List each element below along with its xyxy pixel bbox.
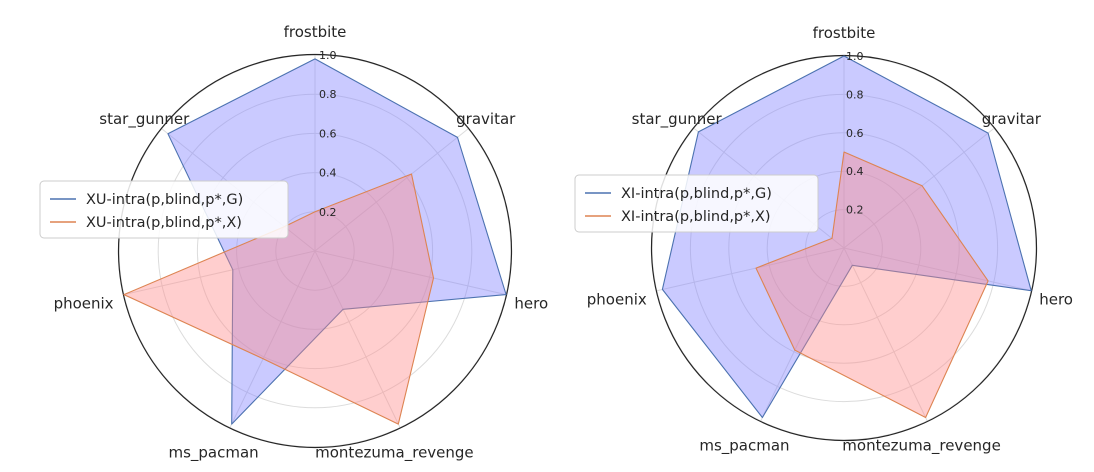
grid-spoke	[843, 247, 1032, 292]
series-area-xu-intra-p-blind-p-g	[167, 58, 507, 425]
axis-label-star-gunner: star_gunner	[632, 110, 723, 129]
radar-chart-right: 0.2 0.4 0.6 0.8 1.0 frostbite gravitar hero mont…	[574, 24, 1073, 455]
axis-label-ms-pacman: ms_pacman	[168, 443, 258, 462]
axis-label-hero: hero	[514, 294, 548, 312]
axis-label-gravitar: gravitar	[456, 110, 516, 128]
axis-label-gravitar: gravitar	[982, 110, 1042, 128]
radial-tick-label: 0.2	[319, 206, 337, 219]
radial-tick-label: 0.8	[846, 88, 864, 101]
legend-entry-xi-intra-p-blind-p-x: XI-intra(p,blind,p*,X)	[621, 209, 771, 225]
grid-spoke	[314, 250, 401, 428]
legend-box	[39, 180, 289, 239]
grid-spoke	[843, 127, 995, 249]
radial-tick-label: 1.0	[846, 50, 864, 63]
radial-tick-label: 1.0	[319, 49, 337, 62]
axis-label-phoenix: phoenix	[587, 290, 647, 308]
radial-tick-label: 0.6	[319, 127, 337, 140]
axis-label-frostbite: frostbite	[284, 23, 347, 41]
series-area-xi-intra-p-blind-p-g	[661, 55, 1032, 419]
radial-tick-label: 0.4	[319, 167, 337, 180]
grid-spoke	[123, 250, 316, 296]
radial-tick-label: 0.8	[319, 88, 337, 101]
axis-label-star-gunner: star_gunner	[99, 110, 190, 129]
legend: XI-intra(p,blind,p*,G) XI-intra(p,blind,p…	[574, 174, 819, 233]
axis-label-hero: hero	[1039, 290, 1073, 308]
grid-spoke	[229, 250, 316, 428]
grid-spoke	[314, 128, 469, 252]
legend-entry-xu-intra-p-blind-p-x: XU-intra(p,blind,p*,X)	[86, 215, 242, 231]
grid-spoke	[760, 247, 845, 422]
radar-chart-left: 0.2 0.4 0.6 0.8 1.0 frostbite gravitar hero mont…	[39, 23, 548, 462]
grid-spoke	[656, 247, 845, 292]
legend-entry-xu-intra-p-blind-p-g: XU-intra(p,blind,p*,G)	[86, 192, 243, 208]
legend-box	[574, 174, 819, 233]
outer-frame	[117, 53, 513, 449]
axis-label-ms-pacman: ms_pacman	[699, 436, 789, 455]
axis-label-montezuma-revenge: montezuma_revenge	[315, 443, 474, 462]
series-area-xi-intra-p-blind-p-x	[755, 151, 989, 419]
grid-spoke	[314, 250, 507, 296]
radial-tick-label: 0.2	[846, 204, 864, 217]
legend: XU-intra(p,blind,p*,G) XU-intra(p,blind,p…	[39, 180, 289, 239]
axis-label-montezuma-revenge: montezuma_revenge	[842, 436, 1001, 455]
radial-tick-label: 0.4	[846, 165, 864, 178]
grid-spoke	[843, 247, 928, 422]
axis-label-frostbite: frostbite	[813, 24, 876, 42]
radial-tick-label: 0.6	[846, 127, 864, 140]
legend-entry-xi-intra-p-blind-p-g: XI-intra(p,blind,p*,G)	[621, 186, 772, 202]
axis-label-phoenix: phoenix	[54, 294, 114, 312]
